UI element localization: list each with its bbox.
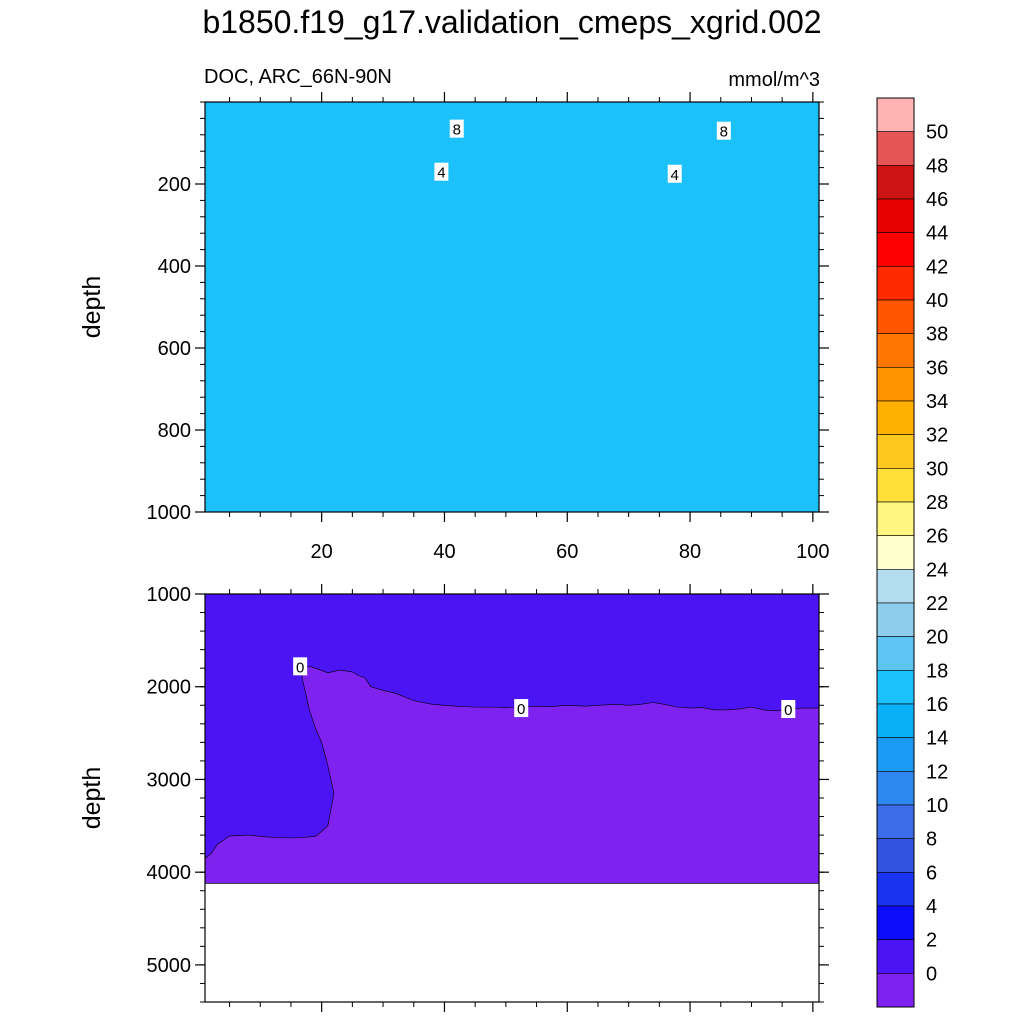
contour-label: 0 <box>784 702 792 719</box>
colorbar-label: 44 <box>926 223 948 245</box>
colorbar-label: 30 <box>926 458 948 480</box>
colorbar-swatch <box>876 569 915 604</box>
colorbar-swatch <box>876 232 915 267</box>
contour-label-box <box>667 164 682 183</box>
colorbar-swatch <box>876 501 915 536</box>
colorbar-label: 34 <box>926 391 948 413</box>
colorbar-label: 32 <box>926 425 948 447</box>
contour-label-box <box>716 121 731 140</box>
colorbar-swatch <box>876 468 915 503</box>
colorbar-label: 20 <box>926 627 948 649</box>
y-tick-label: 2000 <box>147 677 192 699</box>
colorbar-swatch <box>876 400 915 435</box>
contour-label: 0 <box>517 701 525 718</box>
x-tick-label: 100 <box>796 541 829 563</box>
colorbar-label: 36 <box>926 357 948 379</box>
colorbar-swatch <box>876 333 915 368</box>
colorbar-frame <box>876 97 915 1008</box>
contour-label: 8 <box>720 124 728 141</box>
colorbar-swatch <box>876 299 915 334</box>
y-tick-label: 600 <box>158 338 191 360</box>
contour-label-box <box>781 699 796 718</box>
y-tick-label: 1000 <box>147 502 192 524</box>
colorbar-label: 50 <box>926 122 948 144</box>
colorbar-label: 26 <box>926 526 948 548</box>
colorbar: 5048464442403836343230282624222018161412… <box>876 97 948 1008</box>
colorbar-label: 0 <box>926 963 937 985</box>
colorbar-swatch <box>876 872 915 907</box>
contour-label: 0 <box>296 659 304 676</box>
y-tick-label: 3000 <box>147 769 192 791</box>
y-tick-label: 200 <box>158 174 191 196</box>
colorbar-label: 38 <box>926 324 948 346</box>
y-tick-label: 400 <box>158 256 191 278</box>
contour-label-box <box>293 657 308 676</box>
colorbar-label: 16 <box>926 694 948 716</box>
plot-frame <box>204 101 820 513</box>
colorbar-swatch <box>876 165 915 200</box>
colorbar-label: 40 <box>926 290 948 312</box>
colorbar-label: 42 <box>926 256 948 278</box>
colorbar-swatch <box>876 771 915 806</box>
colorbar-swatch <box>876 737 915 772</box>
colorbar-swatch <box>876 198 915 233</box>
x-tick-label: 80 <box>679 541 701 563</box>
y-tick-label: 4000 <box>147 862 192 884</box>
colorbar-label: 28 <box>926 492 948 514</box>
subtitle-right: mmol/m^3 <box>728 69 820 91</box>
top-panel: 200 400 600 800 1000 20 40 60 80 100 8 8 4 4 depth <box>78 92 830 563</box>
colorbar-label: 24 <box>926 559 948 581</box>
colorbar-swatch <box>876 602 915 637</box>
colorbar-swatch <box>876 434 915 469</box>
colorbar-label: 2 <box>926 930 937 952</box>
colorbar-label: 4 <box>926 896 937 918</box>
x-tick-label: 60 <box>556 541 578 563</box>
colorbar-label: 12 <box>926 761 948 783</box>
colorbar-label: 48 <box>926 155 948 177</box>
contour-fill-top-8 <box>204 101 820 513</box>
colorbar-swatch <box>876 939 915 974</box>
contour-label-box <box>434 162 449 181</box>
colorbar-swatch <box>876 266 915 301</box>
colorbar-swatch <box>876 973 915 1008</box>
y-tick-label: 800 <box>158 420 191 442</box>
colorbar-swatch <box>876 838 915 873</box>
y-tick-label: 5000 <box>147 955 192 977</box>
colorbar-label: 46 <box>926 189 948 211</box>
colorbar-swatch <box>876 636 915 671</box>
y-axis-title: depth <box>78 767 106 830</box>
subtitle-left: DOC, ARC_66N-90N <box>204 66 392 88</box>
x-tick-label: 20 <box>311 541 333 563</box>
contour-label-box <box>514 699 529 718</box>
colorbar-label: 14 <box>926 728 948 750</box>
colorbar-label: 8 <box>926 829 937 851</box>
bottom-panel: 1000 2000 3000 4000 5000 0 0 0 depth <box>78 584 829 1012</box>
y-tick-label: 1000 <box>147 584 192 606</box>
x-tick-label: 40 <box>433 541 455 563</box>
contour-label: 4 <box>671 167 679 184</box>
colorbar-swatch <box>876 535 915 570</box>
colorbar-swatch <box>876 703 915 738</box>
contour-fill-bottom-1 <box>204 666 820 884</box>
contour-label: 8 <box>453 122 461 139</box>
colorbar-swatch <box>876 367 915 402</box>
colorbar-swatch <box>876 131 915 166</box>
colorbar-label: 10 <box>926 795 948 817</box>
colorbar-label: 18 <box>926 660 948 682</box>
colorbar-swatch <box>876 97 915 132</box>
contour-label-box <box>449 119 464 138</box>
colorbar-swatch <box>876 804 915 839</box>
colorbar-label: 22 <box>926 593 948 615</box>
page-title: b1850.f19_g17.validation_cmeps_xgrid.002 <box>202 4 822 40</box>
colorbar-swatch <box>876 670 915 705</box>
contour-label: 4 <box>437 165 445 182</box>
colorbar-swatch <box>876 905 915 940</box>
y-axis-title: depth <box>78 276 106 339</box>
colorbar-label: 6 <box>926 862 937 884</box>
